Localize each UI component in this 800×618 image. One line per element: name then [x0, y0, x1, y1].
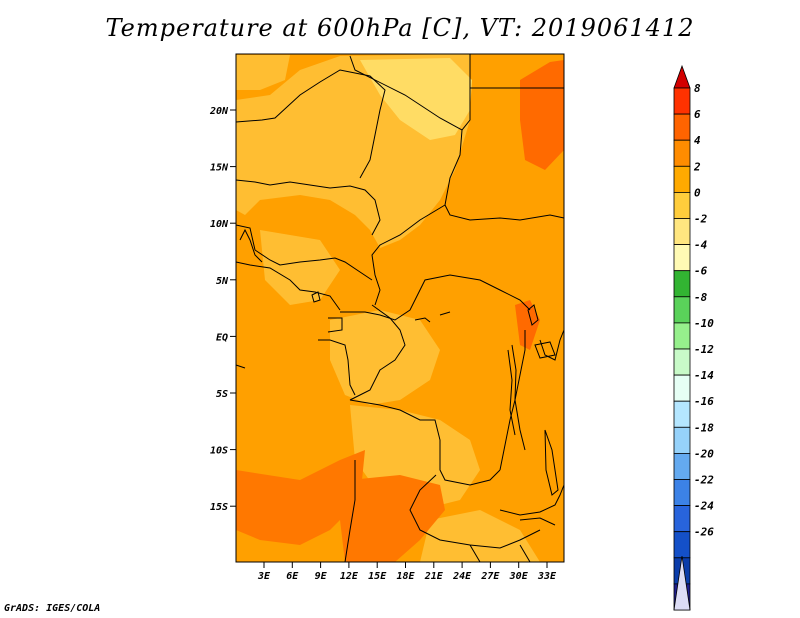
colorbar-label: -6	[694, 265, 708, 278]
colorbar-box	[673, 531, 691, 559]
colorbar-label: -22	[694, 474, 714, 487]
cool-region-sahara	[360, 58, 472, 140]
cool-region-southeast	[420, 510, 540, 562]
colorbar-box	[673, 374, 691, 402]
colorbar-label: -14	[694, 369, 714, 382]
colorbar-label: -2	[694, 213, 708, 226]
colorbar-label: -10	[694, 317, 714, 330]
warm-region-southwest	[236, 450, 365, 545]
colorbar-box	[673, 426, 691, 454]
colorbar-box	[673, 244, 691, 272]
colorbar-box	[673, 270, 691, 298]
colorbar-bottom-arrow	[673, 555, 691, 611]
cool-region-west	[260, 230, 340, 305]
lon-label: 9E	[315, 571, 328, 582]
colorbar-box	[673, 505, 691, 533]
lon-label: 21E	[424, 571, 444, 582]
colorbar-label: 4	[694, 134, 701, 147]
colorbar-box	[673, 218, 691, 246]
colorbar-label: -4	[694, 239, 708, 252]
lat-label: 5N	[216, 276, 229, 287]
colorbar-box	[673, 322, 691, 350]
colorbar-top-arrow	[673, 64, 691, 89]
lon-label: 33E	[537, 571, 557, 582]
country-borders	[235, 54, 565, 563]
colorbar-label: -12	[694, 343, 714, 356]
lat-label: 10N	[210, 219, 229, 230]
colorbar-label: 0	[694, 186, 701, 199]
colorbar-box	[673, 348, 691, 376]
colorbar-label: -26	[694, 526, 714, 539]
colorbar-label: -20	[694, 447, 714, 460]
lake-outlines	[311, 291, 559, 526]
map-frame	[235, 53, 565, 563]
lat-label: 15N	[210, 163, 229, 174]
colorbar-box	[673, 87, 691, 115]
colorbar-label: -18	[694, 421, 714, 434]
lat-label: 10S	[210, 446, 228, 457]
map-title: Temperature at 600hPa [C], VT: 201906141…	[105, 14, 695, 42]
colorbar-label: 2	[693, 160, 701, 173]
colorbar-box	[673, 113, 691, 141]
lon-label: 18E	[396, 571, 415, 582]
cool-region-central	[330, 310, 440, 405]
colorbar-box	[673, 400, 691, 428]
footer-credit: GrADS: IGES/COLA	[4, 603, 101, 614]
lon-label: 27E	[480, 571, 500, 582]
colorbar-label: 6	[694, 108, 701, 121]
colorbar-box	[673, 452, 691, 480]
colorbar-box	[673, 165, 691, 193]
colorbar-label: -8	[694, 291, 708, 304]
colorbar-box	[673, 139, 691, 167]
colorbar-box	[673, 479, 691, 507]
lon-label: 6E	[286, 571, 299, 582]
lon-label: 3E	[257, 571, 271, 582]
colorbar-label: -24	[694, 500, 714, 513]
warm-region-south	[340, 475, 445, 562]
warm-region-lakes	[515, 300, 540, 350]
latitude-axis: 20N 15N 10N 5N EQ 5S 10S 15S	[209, 106, 236, 513]
lat-label: 5S	[216, 389, 228, 400]
lat-label: EQ	[216, 332, 228, 343]
lon-label: 15E	[368, 571, 387, 582]
lon-label: 30E	[509, 571, 529, 582]
lat-label: 15S	[210, 502, 228, 513]
colorbar-box	[673, 296, 691, 324]
lon-label: 24E	[452, 571, 472, 582]
lon-label: 12E	[340, 571, 359, 582]
lat-label: 20N	[209, 106, 229, 117]
longitude-axis: 3E 6E 9E 12E 15E 18E 21E 24E 27E 30E 33E	[257, 562, 557, 582]
colorbar-label: -16	[694, 395, 714, 408]
colorbar-label: 8	[694, 82, 701, 95]
colorbar-box	[673, 191, 691, 219]
cool-region-nw	[236, 55, 290, 90]
